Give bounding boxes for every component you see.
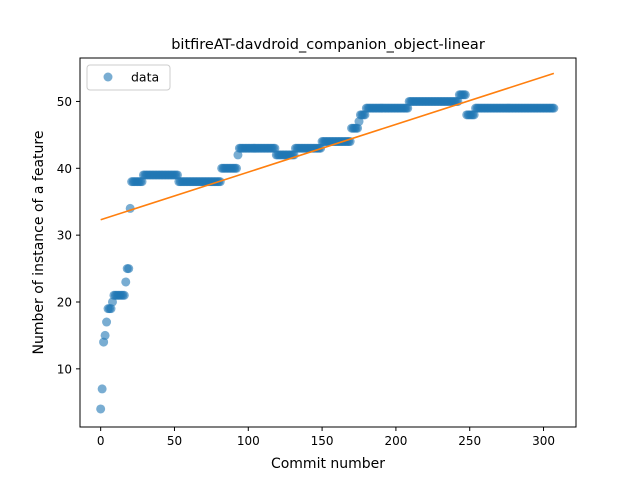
data-point [106,304,116,314]
y-axis: 10 20 30 40 50 [57,95,80,376]
data-point [97,384,107,394]
legend-marker [103,72,113,82]
legend: data [86,64,171,91]
fit-line [100,72,555,221]
x-tick-label: 0 [97,434,105,448]
y-tick-label: 10 [57,362,72,376]
data-point [549,103,559,113]
x-tick-label: 250 [458,434,481,448]
data-point [124,264,134,274]
x-axis: 0 50 100 150 200 250 300 [97,427,555,448]
y-tick-label: 30 [57,229,72,243]
legend-box [86,64,171,91]
x-axis-label: Commit number [271,456,385,472]
y-axis-label: Number of instance of a feature [31,131,47,355]
plot-area [96,72,559,414]
data-point [119,290,129,300]
x-tick-label: 100 [237,434,260,448]
data-point [96,404,106,414]
legend-label-data: data [131,70,159,85]
data-point [100,330,110,340]
x-tick-label: 300 [532,434,555,448]
data-point [121,277,131,287]
y-tick-label: 50 [57,95,72,109]
y-tick-label: 40 [57,162,72,176]
chart-title: bitfireAT-davdroid_companion_object-line… [171,37,485,53]
y-tick-label: 20 [57,295,72,309]
x-tick-label: 150 [311,434,334,448]
x-tick-label: 200 [384,434,407,448]
plot-frame [79,57,577,428]
data-point [102,317,112,327]
data-point [460,90,470,100]
data-point [231,163,241,173]
x-tick-label: 50 [167,434,182,448]
